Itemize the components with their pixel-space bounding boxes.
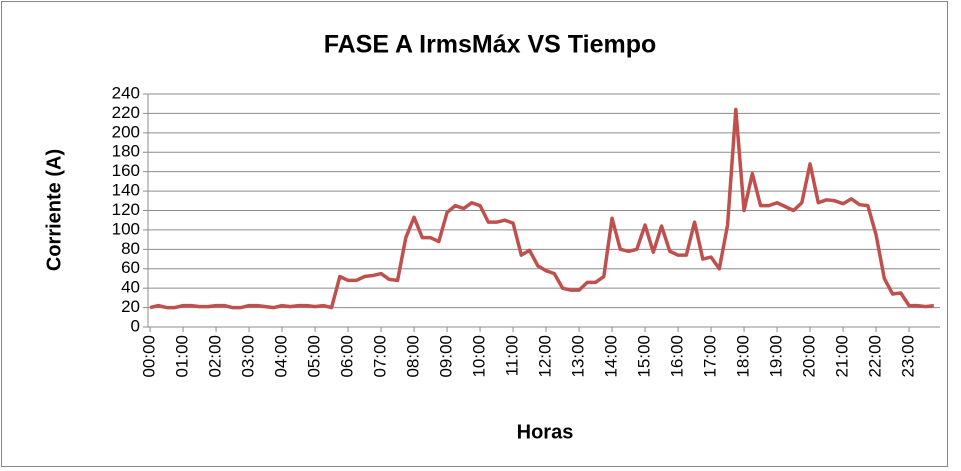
x-tick-label: 19:00 bbox=[767, 335, 786, 378]
x-tick-label: 20:00 bbox=[800, 335, 819, 378]
y-tick-label: 100 bbox=[112, 219, 140, 238]
y-tick-label: 180 bbox=[112, 142, 140, 161]
y-tick-label: 160 bbox=[112, 161, 140, 180]
x-tick-label: 02:00 bbox=[206, 335, 225, 378]
y-axis-title: Corriente (A) bbox=[43, 149, 65, 271]
x-tick-label: 15:00 bbox=[635, 335, 654, 378]
x-tick-label: 08:00 bbox=[404, 335, 423, 378]
y-tick-label: 140 bbox=[112, 181, 140, 200]
y-tick-label: 220 bbox=[112, 103, 140, 122]
x-tick-label: 16:00 bbox=[668, 335, 687, 378]
x-tick-label: 09:00 bbox=[437, 335, 456, 378]
x-tick-label: 22:00 bbox=[866, 335, 885, 378]
x-tick-label: 23:00 bbox=[899, 335, 918, 378]
y-tick-label: 60 bbox=[121, 258, 140, 277]
x-tick-label: 10:00 bbox=[470, 335, 489, 378]
x-tick-label: 07:00 bbox=[371, 335, 390, 378]
x-tick-label: 04:00 bbox=[272, 335, 291, 378]
x-tick-label: 06:00 bbox=[338, 335, 357, 378]
x-tick-label: 21:00 bbox=[833, 335, 852, 378]
y-tick-label: 200 bbox=[112, 122, 140, 141]
x-axis-title: Horas bbox=[517, 421, 574, 443]
x-tick-label: 05:00 bbox=[305, 335, 324, 378]
x-tick-label: 13:00 bbox=[569, 335, 588, 378]
x-tick-label: 14:00 bbox=[602, 335, 621, 378]
y-tick-label: 80 bbox=[121, 239, 140, 258]
x-tick-label: 12:00 bbox=[536, 335, 555, 378]
y-tick-label: 40 bbox=[121, 278, 140, 297]
x-tick-label: 03:00 bbox=[239, 335, 258, 378]
y-tick-label: 240 bbox=[112, 83, 140, 102]
x-tick-label: 11:00 bbox=[503, 335, 522, 376]
y-tick-label: 0 bbox=[131, 316, 140, 335]
y-tick-label: 120 bbox=[112, 200, 140, 219]
data-line bbox=[149, 107, 935, 310]
y-tick-label: 20 bbox=[121, 297, 140, 316]
x-tick-label: 00:00 bbox=[140, 335, 159, 378]
x-tick-label: 01:00 bbox=[173, 335, 192, 378]
x-tick-label: 17:00 bbox=[701, 335, 720, 378]
chart-title: FASE A IrmsMáx VS Tiempo bbox=[324, 31, 657, 59]
chart-border bbox=[1, 1, 948, 467]
x-tick-label: 18:00 bbox=[734, 335, 753, 378]
